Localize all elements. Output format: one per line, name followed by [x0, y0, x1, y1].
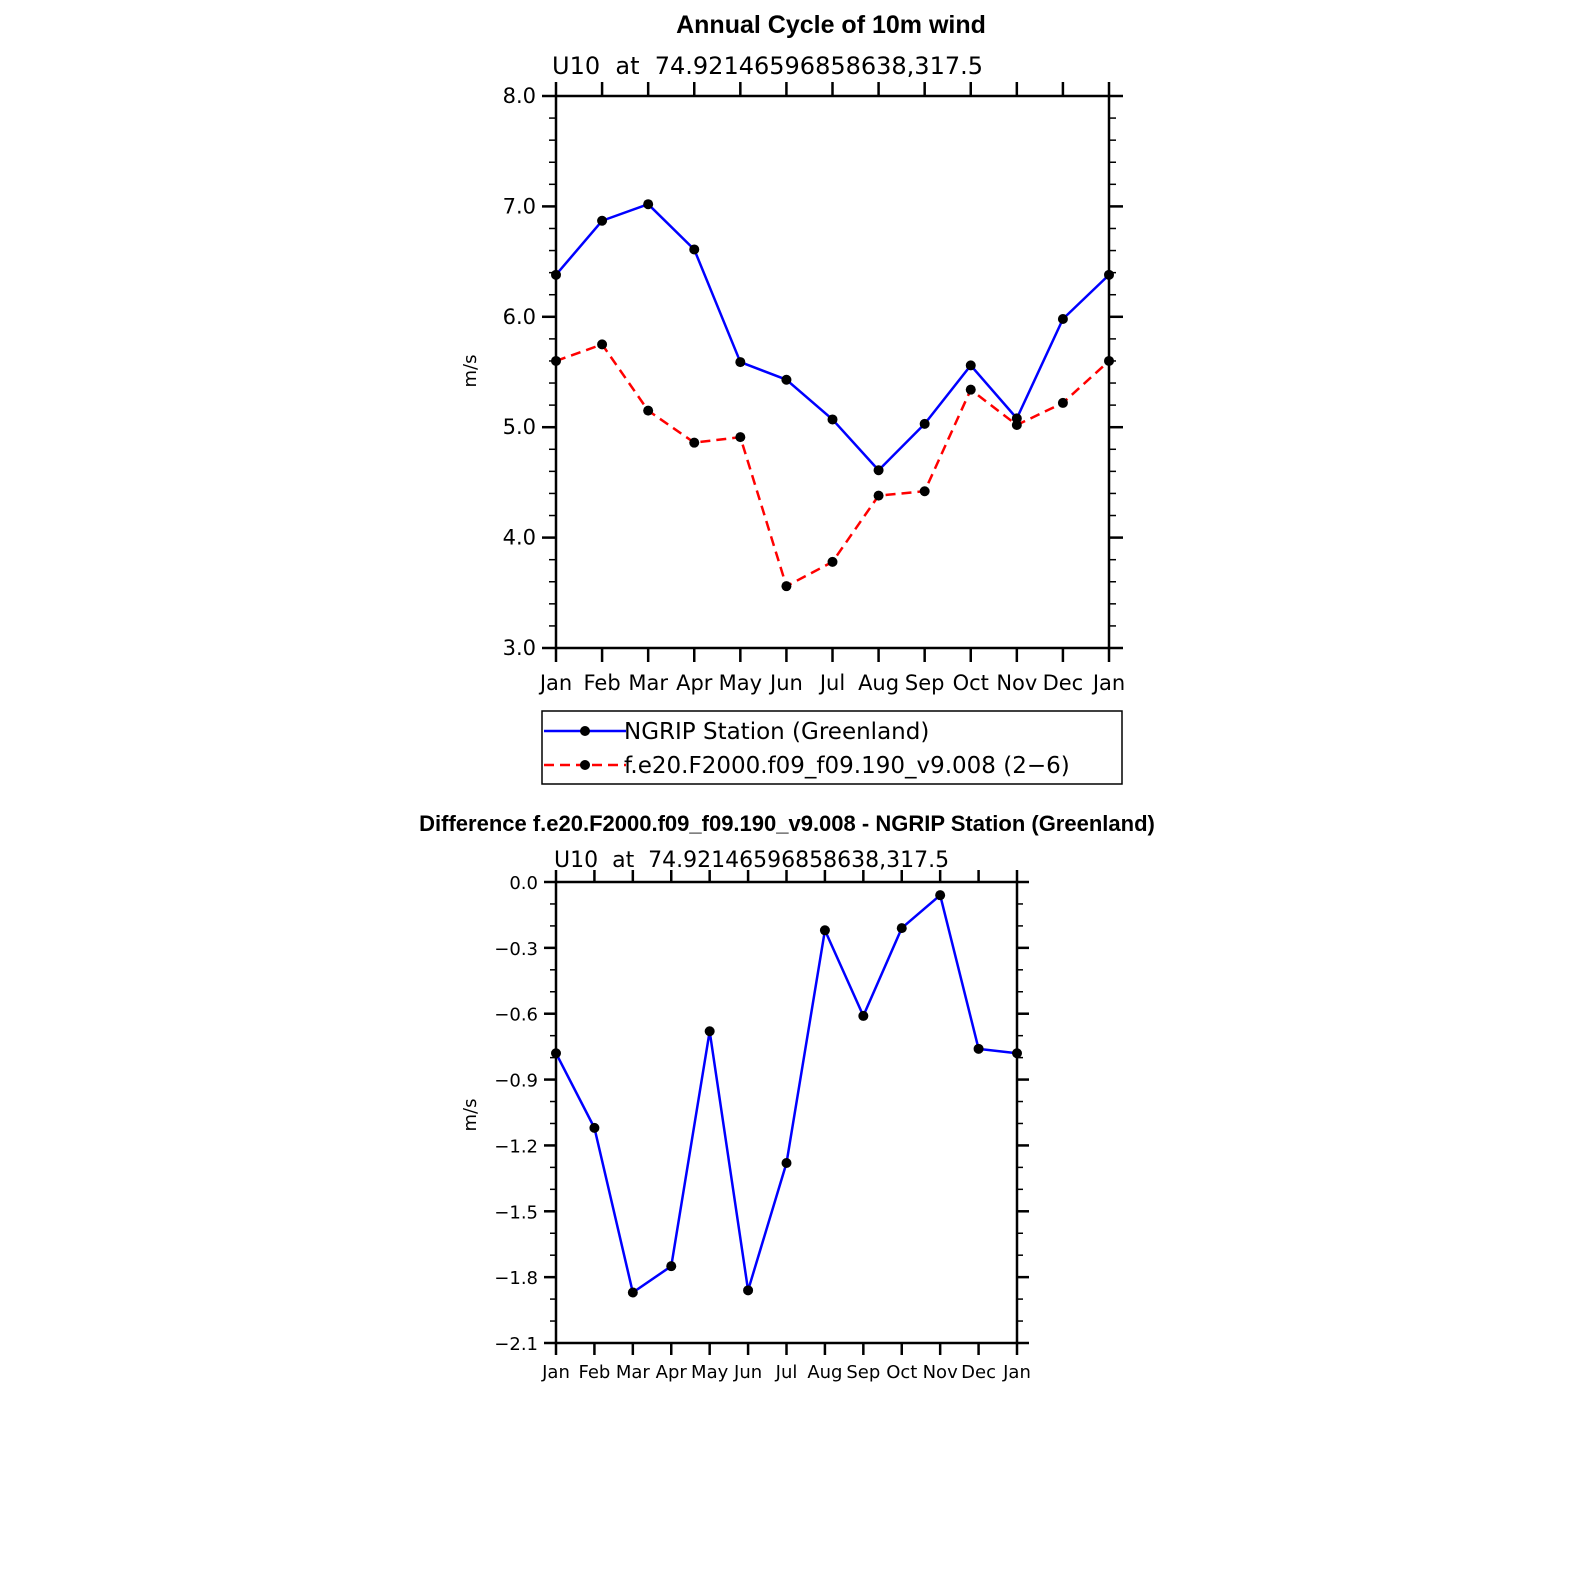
y-axis-label: m/s — [460, 1099, 481, 1132]
x-tick-label: Nov — [923, 1362, 958, 1383]
chart-subtitle: U10 at 74.92146596858638,317.5 — [552, 52, 983, 80]
x-tick-label: Mar — [616, 1362, 651, 1383]
x-tick-label: Jul — [818, 671, 845, 695]
x-tick-label: May — [719, 671, 762, 695]
x-tick-label: Sep — [846, 1362, 880, 1383]
legend: NGRIP Station (Greenland) f.e20.F2000.f0… — [541, 710, 1123, 785]
data-point — [597, 215, 608, 226]
data-point — [781, 374, 792, 385]
data-point — [743, 1285, 754, 1296]
data-point — [919, 486, 930, 497]
data-point — [973, 1043, 984, 1054]
y-tick-label: −1.8 — [494, 1268, 538, 1289]
x-tick-label: Jul — [775, 1362, 798, 1383]
data-point — [597, 339, 608, 350]
data-point — [827, 414, 838, 425]
x-tick-label: Dec — [961, 1362, 996, 1383]
x-tick-label: Jan — [1091, 671, 1125, 695]
y-tick-label: 3.0 — [503, 636, 536, 660]
legend-box — [541, 710, 1123, 785]
x-tick-label: Feb — [583, 671, 620, 695]
x-tick-label: Feb — [578, 1362, 610, 1383]
data-point — [873, 490, 884, 501]
data-point — [1057, 397, 1068, 408]
x-tick-label: Sep — [905, 671, 945, 695]
x-tick-label: Dec — [1043, 671, 1084, 695]
series-line — [555, 202, 1110, 472]
legend-marker-ngrip — [580, 726, 590, 736]
data-point — [627, 1287, 638, 1298]
plot-area: Jan Feb Mar Apr May Jun Jul Aug Sep Oct Nov Dec Jan 0… — [494, 870, 1031, 1383]
x-tick-label: Mar — [628, 671, 668, 695]
y-tick-label: 7.0 — [503, 194, 536, 218]
legend-marker-model — [580, 760, 590, 770]
data-point — [1011, 419, 1022, 430]
data-point — [704, 1026, 715, 1037]
chart-title: Annual Cycle of 10m wind — [676, 11, 986, 39]
data-point — [689, 437, 700, 448]
data-point — [1104, 355, 1114, 366]
y-axis-label: m/s — [460, 355, 481, 388]
data-point — [735, 357, 746, 368]
x-tick-label: Jun — [733, 1362, 762, 1383]
data-point — [666, 1261, 677, 1272]
data-point — [935, 890, 946, 901]
x-tick-label: Jan — [1002, 1362, 1031, 1383]
data-point — [551, 1048, 561, 1059]
data-point — [1104, 269, 1114, 280]
data-point — [827, 556, 838, 567]
x-tick-label: Aug — [807, 1362, 842, 1383]
y-tick-label: 6.0 — [503, 305, 536, 329]
data-point — [1012, 1048, 1022, 1059]
y-tick-label: 0.0 — [509, 873, 538, 894]
y-tick-label: −0.6 — [494, 1005, 538, 1026]
data-point — [551, 269, 561, 280]
y-tick-label: −2.1 — [494, 1334, 538, 1355]
chart-subtitle: U10 at 74.92146596858638,317.5 — [554, 848, 949, 873]
data-point — [781, 1157, 792, 1168]
data-point — [819, 925, 830, 936]
x-tick-label: Jan — [538, 671, 572, 695]
y-tick-label: −1.2 — [494, 1136, 538, 1157]
y-tick-label: −1.5 — [494, 1202, 538, 1223]
chart-difference: Difference f.e20.F2000.f09_f09.190_v9.00… — [419, 811, 1155, 1383]
series-line — [554, 893, 1018, 1294]
data-point — [551, 355, 561, 366]
legend-label-model: f.e20.F2000.f09_f09.190_v9.008 (2−6) — [624, 753, 1070, 779]
y-tick-label: 8.0 — [503, 84, 536, 108]
x-tick-label: Oct — [886, 1362, 917, 1383]
x-tick-label: Apr — [656, 1362, 688, 1383]
data-point — [965, 360, 976, 371]
y-tick-label: −0.9 — [494, 1071, 538, 1092]
y-tick-label: 5.0 — [503, 415, 536, 439]
x-tick-label: Jan — [541, 1362, 570, 1383]
data-point — [735, 432, 746, 443]
data-point — [643, 405, 654, 416]
data-point — [896, 923, 907, 934]
data-point — [919, 418, 930, 429]
data-point — [873, 465, 884, 476]
data-point — [781, 581, 792, 592]
data-point — [858, 1010, 869, 1021]
x-tick-label: Apr — [676, 671, 713, 695]
data-point — [689, 244, 700, 255]
data-point — [965, 384, 976, 395]
x-tick-label: Aug — [858, 671, 899, 695]
data-point — [1057, 314, 1068, 325]
x-tick-label: Nov — [996, 671, 1037, 695]
x-tick-label: Jun — [768, 671, 803, 695]
y-tick-label: 4.0 — [503, 526, 536, 550]
chart-annual-cycle: Annual Cycle of 10m wind U10 at 74.92146… — [460, 11, 1125, 785]
legend-label-ngrip: NGRIP Station (Greenland) — [624, 719, 929, 745]
x-tick-label: May — [691, 1362, 729, 1383]
y-tick-label: −0.3 — [494, 939, 538, 960]
chart-title: Difference f.e20.F2000.f09_f09.190_v9.00… — [419, 811, 1155, 836]
plot-frame — [554, 880, 1019, 1345]
data-point — [643, 199, 654, 210]
data-point — [589, 1122, 600, 1133]
plot-area: Jan Feb Mar Apr May Jun Jul Aug Sep Oct Nov Dec Jan3… — [503, 82, 1125, 695]
x-tick-label: Oct — [953, 671, 989, 695]
series-line — [555, 343, 1110, 588]
